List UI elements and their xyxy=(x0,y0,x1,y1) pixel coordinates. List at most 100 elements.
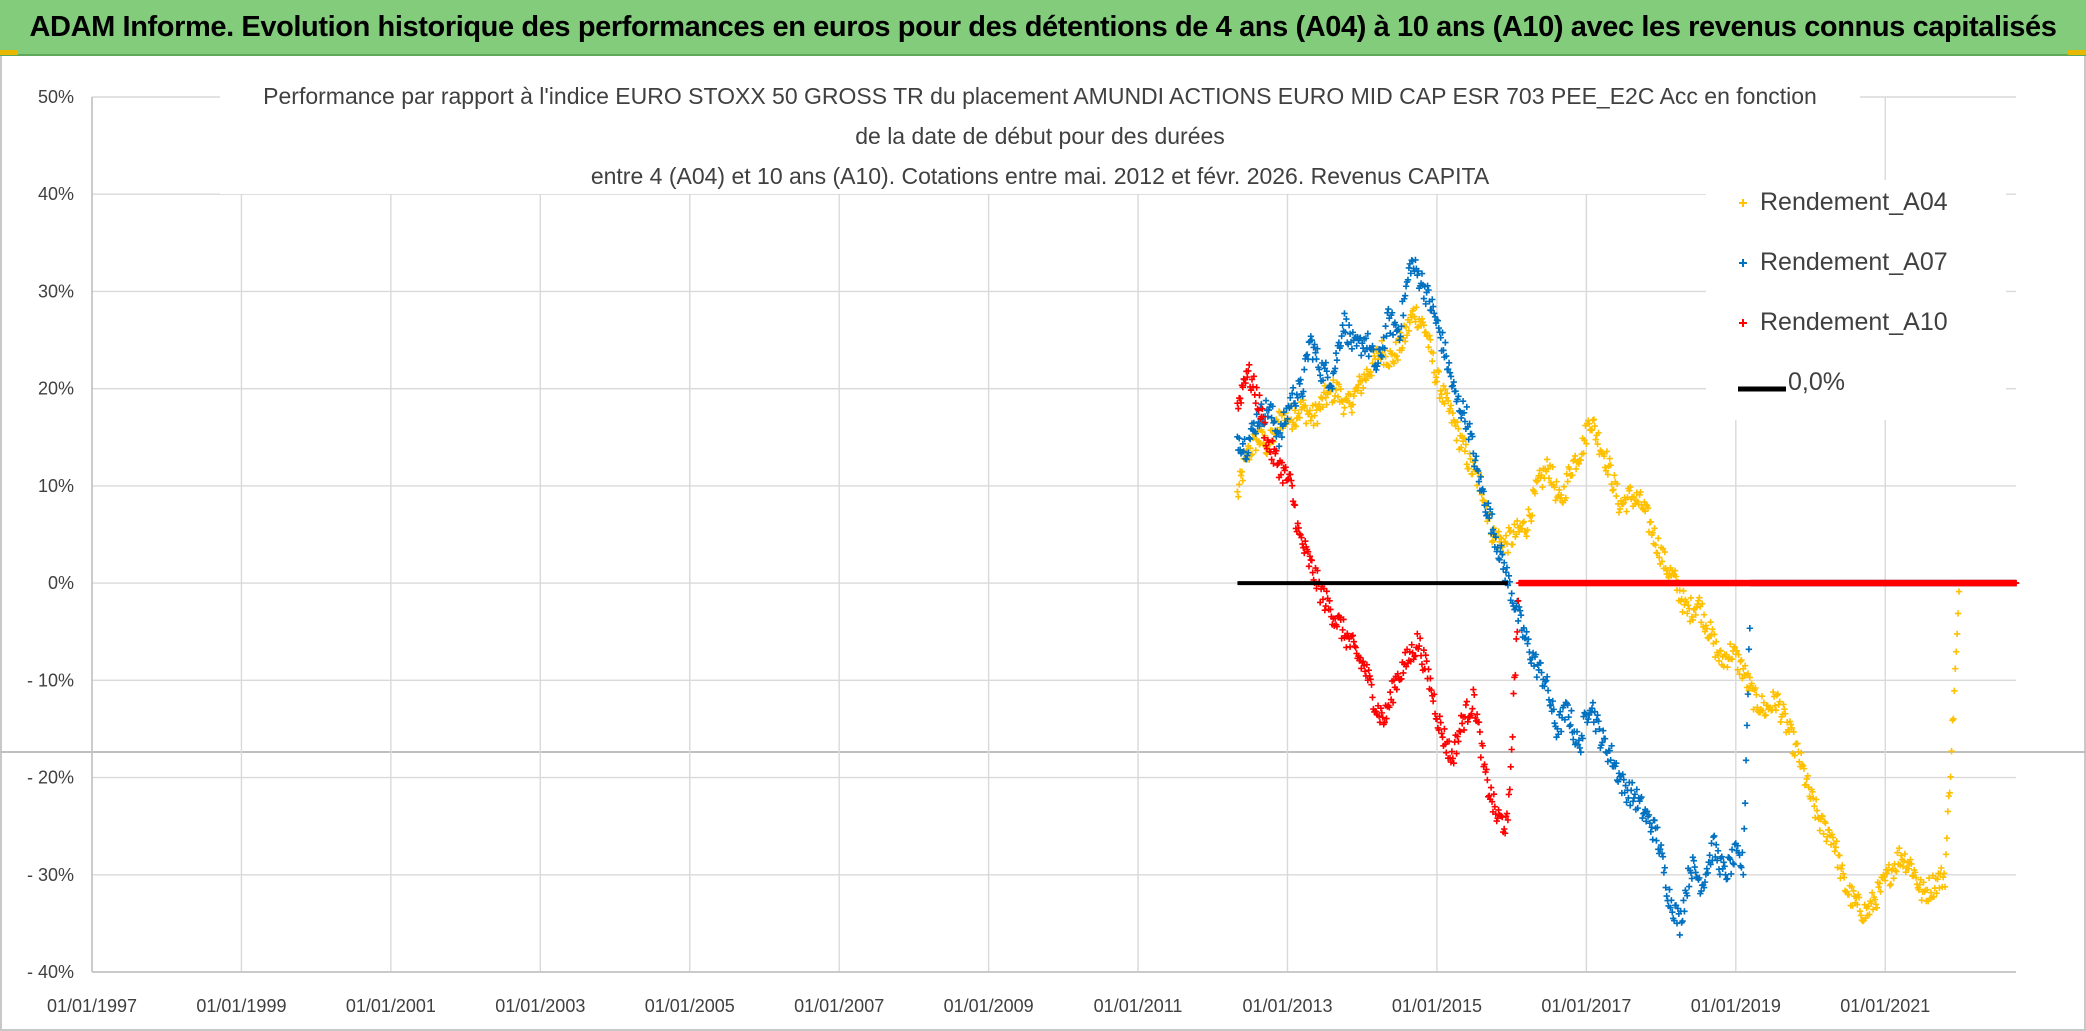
data-point xyxy=(1484,776,1491,784)
data-point xyxy=(1250,419,1258,427)
data-point xyxy=(1460,409,1468,416)
x-tick-label: 01/01/2005 xyxy=(645,996,735,1016)
data-point xyxy=(1709,626,1716,633)
data-point xyxy=(1654,550,1661,557)
data-point xyxy=(1568,707,1575,714)
data-point xyxy=(1496,556,1503,563)
x-tick-label: 01/01/2013 xyxy=(1242,996,1332,1016)
data-point xyxy=(1899,863,1907,870)
data-point xyxy=(1450,759,1457,767)
data-point xyxy=(1627,483,1634,491)
data-point xyxy=(1742,757,1750,764)
data-point xyxy=(1298,534,1305,541)
data-point xyxy=(1613,492,1620,500)
data-point xyxy=(1292,423,1300,430)
data-point xyxy=(1368,681,1375,688)
data-point xyxy=(1382,322,1389,330)
data-point xyxy=(1736,670,1743,678)
data-point xyxy=(1235,493,1242,500)
data-point xyxy=(1499,813,1506,821)
data-point xyxy=(1467,455,1474,463)
data-point xyxy=(1728,656,1736,663)
data-point xyxy=(1780,701,1787,708)
data-point xyxy=(1953,648,1960,655)
data-point xyxy=(1651,525,1658,532)
data-point xyxy=(1288,425,1296,433)
data-point xyxy=(1574,741,1582,748)
data-point xyxy=(1698,600,1706,607)
data-point xyxy=(1753,691,1760,698)
data-point xyxy=(1418,270,1426,277)
data-point xyxy=(1671,567,1679,574)
data-point xyxy=(1688,613,1696,621)
data-point xyxy=(1367,368,1374,376)
data-point xyxy=(1554,725,1561,732)
data-point xyxy=(1871,896,1879,903)
data-point xyxy=(1401,338,1409,345)
data-point xyxy=(1490,530,1498,538)
data-point xyxy=(1309,569,1316,576)
data-point xyxy=(1754,704,1761,711)
banner-accent-right xyxy=(2068,50,2086,55)
data-point xyxy=(1727,856,1734,863)
data-point xyxy=(1486,514,1493,522)
data-point xyxy=(1370,346,1377,353)
data-point xyxy=(1907,856,1914,863)
data-point xyxy=(1855,894,1863,901)
data-point xyxy=(1625,794,1632,802)
data-point xyxy=(1599,739,1606,746)
data-point xyxy=(1288,390,1296,397)
data-point xyxy=(1453,437,1460,444)
data-point xyxy=(1361,348,1369,355)
data-point xyxy=(1543,677,1550,684)
data-point xyxy=(1461,418,1469,425)
data-point xyxy=(2012,579,2020,587)
data-point xyxy=(1463,698,1471,705)
data-point xyxy=(1549,697,1556,705)
data-point xyxy=(1443,352,1450,360)
data-point xyxy=(1695,597,1702,604)
data-point xyxy=(1305,563,1313,570)
data-point xyxy=(1498,542,1505,549)
data-point xyxy=(1787,721,1795,728)
data-point xyxy=(1388,309,1396,316)
data-point xyxy=(1683,598,1690,606)
data-point xyxy=(1703,625,1711,632)
data-point xyxy=(1509,599,1516,607)
data-point xyxy=(1628,779,1636,786)
data-point xyxy=(1412,652,1419,659)
data-point xyxy=(1667,904,1674,912)
data-point xyxy=(1364,330,1372,337)
data-point xyxy=(1378,337,1386,344)
data-point xyxy=(1696,594,1703,601)
data-point xyxy=(1422,328,1429,336)
data-point xyxy=(1557,728,1565,735)
data-point xyxy=(1550,706,1557,713)
data-point xyxy=(1723,651,1730,658)
data-point xyxy=(1485,500,1492,507)
data-point xyxy=(1291,407,1299,414)
data-point xyxy=(1401,292,1409,299)
data-point xyxy=(1363,366,1371,373)
data-point xyxy=(1423,658,1430,665)
data-point xyxy=(1349,401,1357,408)
data-point xyxy=(1302,420,1310,427)
data-point xyxy=(1457,728,1464,735)
x-tick-label: 01/01/2021 xyxy=(1840,996,1930,1016)
data-point xyxy=(1638,793,1645,801)
data-point xyxy=(1479,742,1486,749)
data-point xyxy=(1437,334,1444,341)
data-point xyxy=(1724,875,1731,882)
data-point xyxy=(1350,392,1358,400)
data-point xyxy=(1875,883,1882,891)
series-a04 xyxy=(1234,304,2020,925)
data-point xyxy=(1481,502,1488,509)
data-point xyxy=(1537,659,1544,667)
data-point xyxy=(1339,322,1346,329)
data-point xyxy=(1585,715,1592,723)
data-point xyxy=(1480,488,1487,495)
data-point xyxy=(1453,750,1460,757)
data-point xyxy=(1422,300,1429,308)
data-point xyxy=(1414,630,1421,638)
data-point xyxy=(1689,854,1697,861)
